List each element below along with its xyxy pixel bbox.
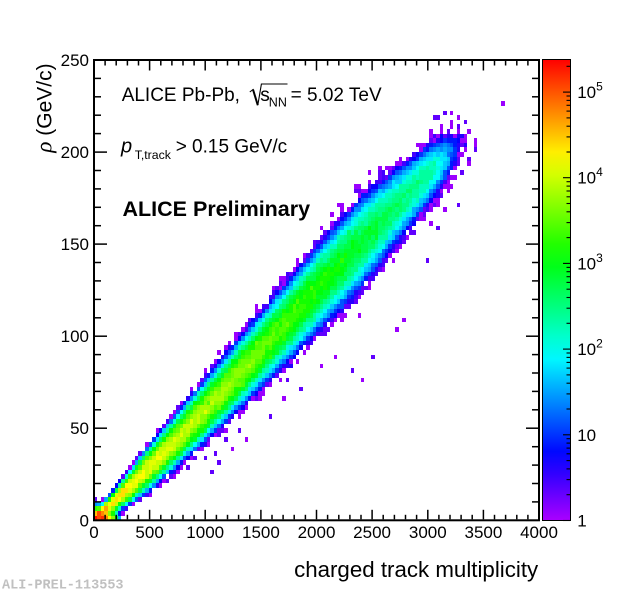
svg-text:104: 104 bbox=[577, 165, 603, 188]
svg-text:T,track: T,track bbox=[135, 148, 172, 162]
svg-text:NN: NN bbox=[269, 96, 287, 110]
svg-text:102: 102 bbox=[577, 337, 603, 360]
svg-text:500: 500 bbox=[135, 523, 163, 542]
svg-text:103: 103 bbox=[577, 251, 603, 274]
svg-text:2500: 2500 bbox=[353, 523, 391, 542]
svg-text:1500: 1500 bbox=[242, 523, 280, 542]
svg-text:250: 250 bbox=[61, 51, 89, 70]
svg-text:p: p bbox=[120, 136, 132, 158]
svg-text:charged track multiplicity: charged track multiplicity bbox=[294, 557, 539, 582]
svg-text:100: 100 bbox=[61, 327, 89, 346]
svg-text:3500: 3500 bbox=[464, 523, 502, 542]
svg-text:ALICE Pb-Pb,: ALICE Pb-Pb, bbox=[122, 85, 240, 106]
svg-text:10: 10 bbox=[577, 426, 596, 445]
svg-text:0: 0 bbox=[80, 511, 89, 530]
svg-text:150: 150 bbox=[61, 235, 89, 254]
svg-text:= 5.02 TeV: = 5.02 TeV bbox=[291, 85, 382, 106]
svg-text:200: 200 bbox=[61, 143, 89, 162]
svg-text:ALICE Preliminary: ALICE Preliminary bbox=[123, 197, 311, 221]
svg-text:1: 1 bbox=[577, 512, 586, 531]
svg-text:s: s bbox=[260, 85, 270, 106]
svg-text:4000: 4000 bbox=[520, 523, 558, 542]
svg-text:2000: 2000 bbox=[298, 523, 336, 542]
svg-text:105: 105 bbox=[577, 80, 603, 103]
svg-text:0: 0 bbox=[89, 523, 98, 542]
svg-text:> 0.15 GeV/c: > 0.15 GeV/c bbox=[176, 137, 287, 158]
svg-text:1000: 1000 bbox=[186, 523, 224, 542]
svg-text:ALI-PREL-113553: ALI-PREL-113553 bbox=[2, 579, 124, 592]
svg-text:3000: 3000 bbox=[409, 523, 447, 542]
svg-text:ρ (GeV/c): ρ (GeV/c) bbox=[32, 63, 57, 153]
svg-text:50: 50 bbox=[70, 419, 89, 438]
